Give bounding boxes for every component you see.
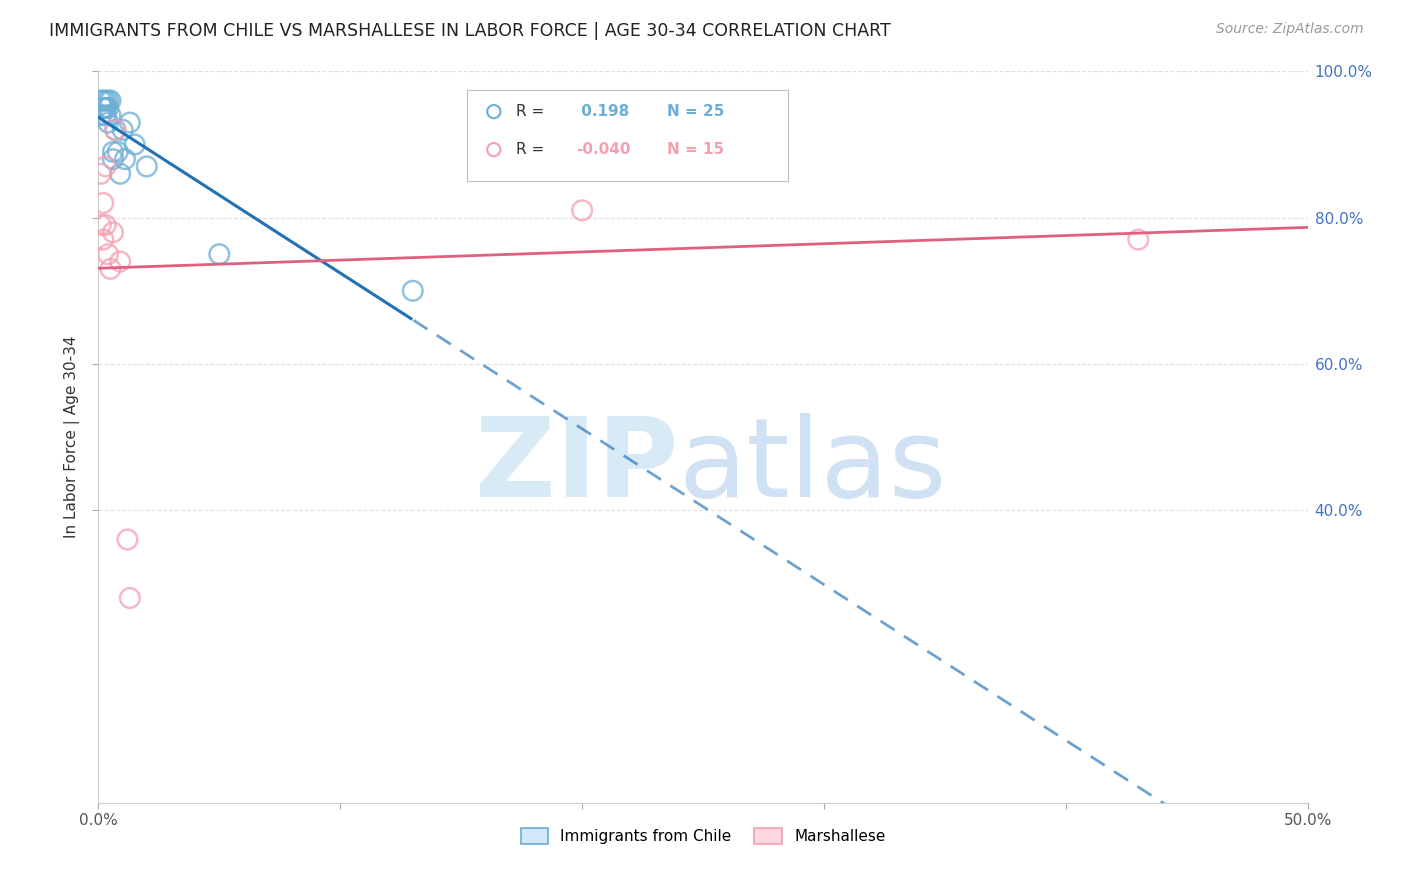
Point (90, 94, 112, 108)
Point (94, 94, 117, 108)
Point (91, 94, 114, 108)
Point (94, 160, 117, 174)
Text: -0.040: -0.040 (576, 142, 630, 157)
Text: R =: R = (516, 142, 544, 157)
Text: ZIP: ZIP (475, 413, 679, 520)
Text: atlas: atlas (679, 413, 948, 520)
Point (104, 123, 127, 137)
Point (97, 101, 120, 115)
Point (117, 533, 139, 547)
Point (90, 108, 112, 122)
Point (108, 167, 131, 181)
Point (90, 218, 112, 232)
Point (101, 152, 124, 166)
Point (101, 145, 124, 159)
Point (97, 247, 120, 261)
Text: N = 25: N = 25 (666, 104, 724, 120)
Text: IMMIGRANTS FROM CHILE VS MARSHALLESE IN LABOR FORCE | AGE 30-34 CORRELATION CHAR: IMMIGRANTS FROM CHILE VS MARSHALLESE IN … (49, 22, 891, 40)
Point (111, 123, 134, 137)
Point (1128, 233, 1150, 247)
Point (208, 247, 231, 261)
Point (877, 143, 900, 157)
Point (94, 218, 117, 232)
Point (97, 94, 120, 108)
Point (571, 203, 593, 218)
Point (91, 196, 114, 211)
Point (100, 261, 122, 276)
Point (100, 108, 122, 122)
Text: Source: ZipAtlas.com: Source: ZipAtlas.com (1216, 22, 1364, 37)
Point (90, 167, 112, 181)
Point (91, 233, 114, 247)
Text: N = 15: N = 15 (666, 142, 724, 157)
Point (94, 108, 117, 122)
Point (402, 284, 425, 298)
Point (114, 152, 136, 166)
Point (94, 101, 117, 115)
Point (135, 160, 157, 174)
Point (91, 101, 114, 115)
Point (877, 104, 900, 119)
Point (118, 115, 141, 129)
Legend: Immigrants from Chile, Marshallese: Immigrants from Chile, Marshallese (515, 822, 891, 850)
Text: R =: R = (516, 104, 544, 120)
Point (124, 137, 146, 152)
Point (104, 123, 127, 137)
Point (107, 145, 129, 159)
Point (118, 591, 141, 605)
Point (108, 254, 131, 268)
Point (100, 94, 122, 108)
Point (97, 115, 120, 129)
Point (91, 101, 114, 115)
FancyBboxPatch shape (467, 90, 787, 181)
Text: 0.198: 0.198 (576, 104, 630, 120)
Y-axis label: In Labor Force | Age 30-34: In Labor Force | Age 30-34 (63, 335, 80, 539)
Point (101, 225, 124, 239)
